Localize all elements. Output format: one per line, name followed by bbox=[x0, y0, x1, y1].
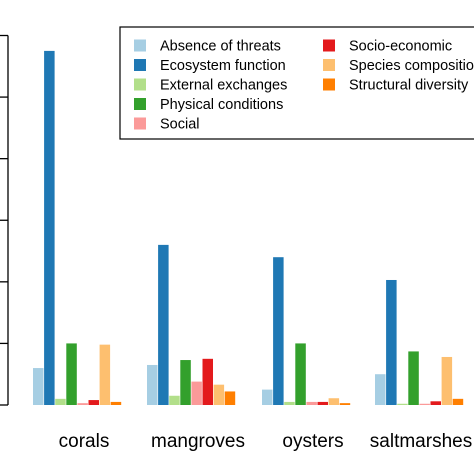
bar-mangroves-external-exchanges bbox=[169, 395, 180, 405]
bar-corals-physical-conditions bbox=[66, 343, 77, 405]
legend-swatch-ecosystem-function bbox=[134, 59, 146, 71]
y-axis bbox=[0, 34, 9, 406]
bar-saltmarshes-social bbox=[419, 403, 430, 405]
legend-swatch-socio-economic bbox=[323, 39, 335, 52]
bar-mangroves-species-composition bbox=[213, 384, 225, 405]
bar-oysters-species-composition bbox=[328, 398, 340, 405]
legend-swatch-physical-conditions bbox=[134, 98, 146, 110]
legend-swatch-absence-of-threats bbox=[134, 39, 146, 52]
bar-saltmarshes-external-exchanges bbox=[397, 403, 408, 405]
bar-oysters-ecosystem-function bbox=[273, 257, 284, 405]
bar-oysters-absence-of-threats bbox=[262, 389, 273, 405]
legend-label-external-exchanges: External exchanges bbox=[160, 78, 287, 94]
bar-mangroves-ecosystem-function bbox=[158, 244, 169, 405]
bar-saltmarshes-ecosystem-function bbox=[386, 279, 397, 405]
legend-label-physical-conditions: Physical conditions bbox=[160, 97, 283, 113]
bar-saltmarshes-species-composition bbox=[441, 356, 453, 405]
legend-label-social: Social bbox=[160, 117, 200, 133]
bar-corals-species-composition bbox=[99, 344, 111, 405]
x-tick-label-corals: corals bbox=[59, 431, 110, 452]
bar-oysters-social bbox=[306, 401, 317, 405]
bars-group bbox=[33, 50, 464, 405]
bar-oysters-socio-economic bbox=[317, 401, 328, 405]
legend-label-species-composition: Species composition bbox=[349, 58, 474, 74]
bar-oysters-external-exchanges bbox=[284, 401, 295, 405]
bar-saltmarshes-physical-conditions bbox=[408, 351, 419, 405]
legend-swatch-species-composition bbox=[323, 59, 335, 71]
legend-label-absence-of-threats: Absence of threats bbox=[160, 39, 281, 55]
bar-mangroves-absence-of-threats bbox=[147, 364, 158, 405]
x-tick-label-saltmarshes: saltmarshes bbox=[370, 431, 472, 452]
bar-corals-socio-economic bbox=[88, 400, 99, 405]
legend-label-socio-economic: Socio-economic bbox=[349, 39, 452, 55]
legend-swatch-external-exchanges bbox=[134, 78, 146, 91]
bar-saltmarshes-absence-of-threats bbox=[375, 374, 386, 405]
bar-mangroves-socio-economic bbox=[202, 358, 213, 405]
x-tick-label-mangroves: mangroves bbox=[151, 431, 245, 452]
legend-box bbox=[119, 26, 474, 140]
legend-label-structural-diversity: Structural diversity bbox=[349, 78, 469, 94]
x-tick-labels: corals mangroves oysters saltmarshes bbox=[59, 431, 473, 452]
bar-oysters-structural-diversity bbox=[339, 403, 351, 405]
legend-swatch-structural-diversity bbox=[323, 78, 335, 91]
x-tick-label-oysters: oysters bbox=[282, 431, 343, 452]
bar-corals-external-exchanges bbox=[55, 398, 66, 405]
bar-oysters-physical-conditions bbox=[295, 343, 306, 405]
bar-corals-ecosystem-function bbox=[44, 50, 55, 405]
legend-label-ecosystem-function: Ecosystem function bbox=[160, 58, 286, 74]
bar-corals-social bbox=[77, 403, 88, 405]
bar-corals-structural-diversity bbox=[110, 401, 122, 405]
legend: Absence of threats Ecosystem function Exte… bbox=[119, 26, 474, 140]
bar-corals-absence-of-threats bbox=[33, 368, 44, 405]
bar-mangroves-structural-diversity bbox=[224, 391, 236, 405]
bar-saltmarshes-structural-diversity bbox=[452, 398, 464, 405]
legend-swatch-social bbox=[134, 117, 146, 130]
bar-mangroves-physical-conditions bbox=[180, 360, 191, 405]
bar-saltmarshes-socio-economic bbox=[430, 401, 441, 405]
bar-mangroves-social bbox=[191, 381, 202, 405]
